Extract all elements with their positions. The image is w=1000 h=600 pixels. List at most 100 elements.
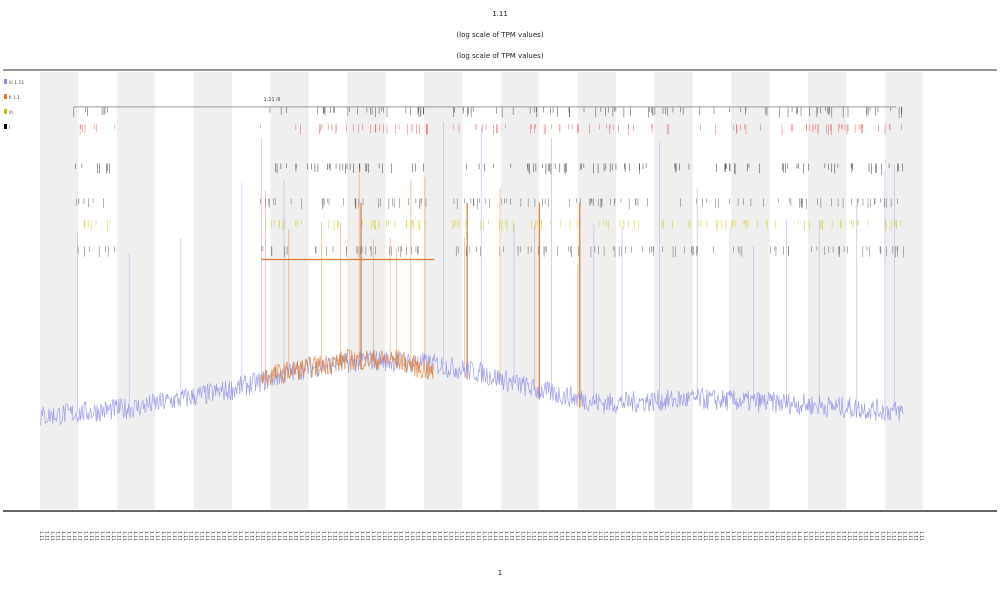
x-tick-label: 1.11 [691, 531, 697, 541]
x-tick-label: 1.11 [791, 531, 797, 541]
x-tick-label: 1.11 [282, 531, 288, 541]
x-tick-label: 1.11 [453, 531, 459, 541]
x-tick-label: 1.11 [420, 531, 426, 541]
x-tick-label: 1.11 [896, 531, 902, 541]
x-tick-label: 1.11 [66, 531, 72, 541]
x-tick-label: 1.11 [752, 531, 758, 541]
x-tick-label: 1.11 [132, 531, 138, 541]
shaded-band [808, 72, 847, 509]
shaded-band [884, 72, 924, 509]
legend-swatch [4, 109, 7, 114]
x-tick-label: 1.11 [199, 531, 205, 541]
x-tick-label: 1.11 [387, 531, 393, 541]
x-tick-label: 1.11 [508, 531, 514, 541]
x-tick-label: 1.11 [215, 531, 221, 541]
x-tick-label: 1.11 [104, 531, 110, 541]
x-tick-label: 1.11 [464, 531, 470, 541]
x-tick-label: 1.11 [176, 531, 182, 541]
spikes [77, 121, 895, 413]
x-tick-label: 1.11 [874, 531, 880, 541]
x-tick-label: 1.11 [55, 531, 61, 541]
x-tick-label: 1.11 [414, 531, 420, 541]
x-tick-label: 1.11 [331, 531, 337, 541]
shaded-bands [40, 72, 924, 509]
x-tick-label: 1.11 [675, 531, 681, 541]
x-tick-label: 1.11 [586, 531, 592, 541]
x-tick-label: 1.11 [71, 531, 77, 541]
x-tick-label: 1.11 [603, 531, 609, 541]
x-tick-label: 1.11 [287, 531, 293, 541]
x-tick-label: 1.11 [630, 531, 636, 541]
x-tick-label: 1.11 [60, 531, 66, 541]
x-tick-label: 1.11 [304, 531, 310, 541]
x-tick-label: 1.11 [785, 531, 791, 541]
x-tick-label: 1.11 [575, 531, 581, 541]
shaded-band [731, 72, 770, 509]
x-tick-label: 1.11 [376, 531, 382, 541]
x-tick-label: 1.11 [392, 531, 398, 541]
x-tick-label: 1.11 [431, 531, 437, 541]
x-tick-label: 1.11 [326, 531, 332, 541]
x-tick-label: 1.11 [758, 531, 764, 541]
x-tick-label: 1.11 [182, 531, 188, 541]
x-tick-label: 1.11 [730, 531, 736, 541]
x-tick-label: 1.11 [890, 531, 896, 541]
x-tick-label: 1.11 [337, 531, 343, 541]
legend-swatch [4, 124, 7, 129]
x-tick-label: 1.11 [741, 531, 747, 541]
x-tick-label: 1.11 [110, 531, 116, 541]
x-tick-label: 1.11 [475, 531, 481, 541]
shaded-band [193, 72, 232, 509]
shaded-band [654, 72, 693, 509]
x-tick-label: 1.11 [237, 531, 243, 541]
x-tick-label: 1.11 [564, 531, 570, 541]
x-tick-label: 1.11 [459, 531, 465, 541]
x-tick-label: 1.11 [320, 531, 326, 541]
x-tick-label: 1.11 [885, 531, 891, 541]
x-tick-label: 1.11 [553, 531, 559, 541]
x-tick-label: 1.11 [802, 531, 808, 541]
x-tick-label: 1.11 [652, 531, 658, 541]
shaded-band [270, 72, 309, 509]
x-tick-label: 1.11 [868, 531, 874, 541]
x-tick-label: 1.11 [647, 531, 653, 541]
x-tick-label: 1.11 [88, 531, 94, 541]
x-tick-label: 1.11 [763, 531, 769, 541]
x-tick-label: 1.11 [187, 531, 193, 541]
legend-swatch [4, 79, 7, 84]
x-tick-label: 1.11 [824, 531, 830, 541]
x-tick-label: 1.11 [486, 531, 492, 541]
x-tick-label: 1.11 [365, 531, 371, 541]
x-tick-label: 1.11 [780, 531, 786, 541]
x-tick-label: 1.11 [149, 531, 155, 541]
x-tick-label: 1.11 [226, 531, 232, 541]
x-tick-label: 1.11 [863, 531, 869, 541]
x-tick-label: 1.11 [121, 531, 127, 541]
shaded-band [40, 72, 79, 509]
x-tick-label: 1.11 [293, 531, 299, 541]
shaded-band [577, 72, 616, 509]
x-tick-label: 1.11 [841, 531, 847, 541]
shaded-band [500, 72, 540, 509]
x-tick-label: 1.11 [425, 531, 431, 541]
x-tick-label: 1.11 [93, 531, 99, 541]
x-tick-label: 1.11 [879, 531, 885, 541]
x-tick-label: 1.11 [592, 531, 598, 541]
series-lines [39, 348, 904, 426]
x-tick-label: 1.11 [381, 531, 387, 541]
x-tick-label: 1.11 [470, 531, 476, 541]
x-tick-label: 1.11 [641, 531, 647, 541]
x-tick-label: 1.11 [525, 531, 531, 541]
shaded-band [347, 72, 386, 509]
x-tick-label: 1.11 [165, 531, 171, 541]
chart-subtitle-1: (log scale of TPM values) [456, 31, 543, 39]
x-tick-label: 1.11 [315, 531, 321, 541]
x-tick-label: 1.11 [442, 531, 448, 541]
x-tick-label: 1.11 [481, 531, 487, 541]
x-tick-label: 1.11 [232, 531, 238, 541]
x-tick-label: 1.11 [309, 531, 315, 541]
x-tick-label: 1.11 [724, 531, 730, 541]
x-tick-label: 1.11 [857, 531, 863, 541]
